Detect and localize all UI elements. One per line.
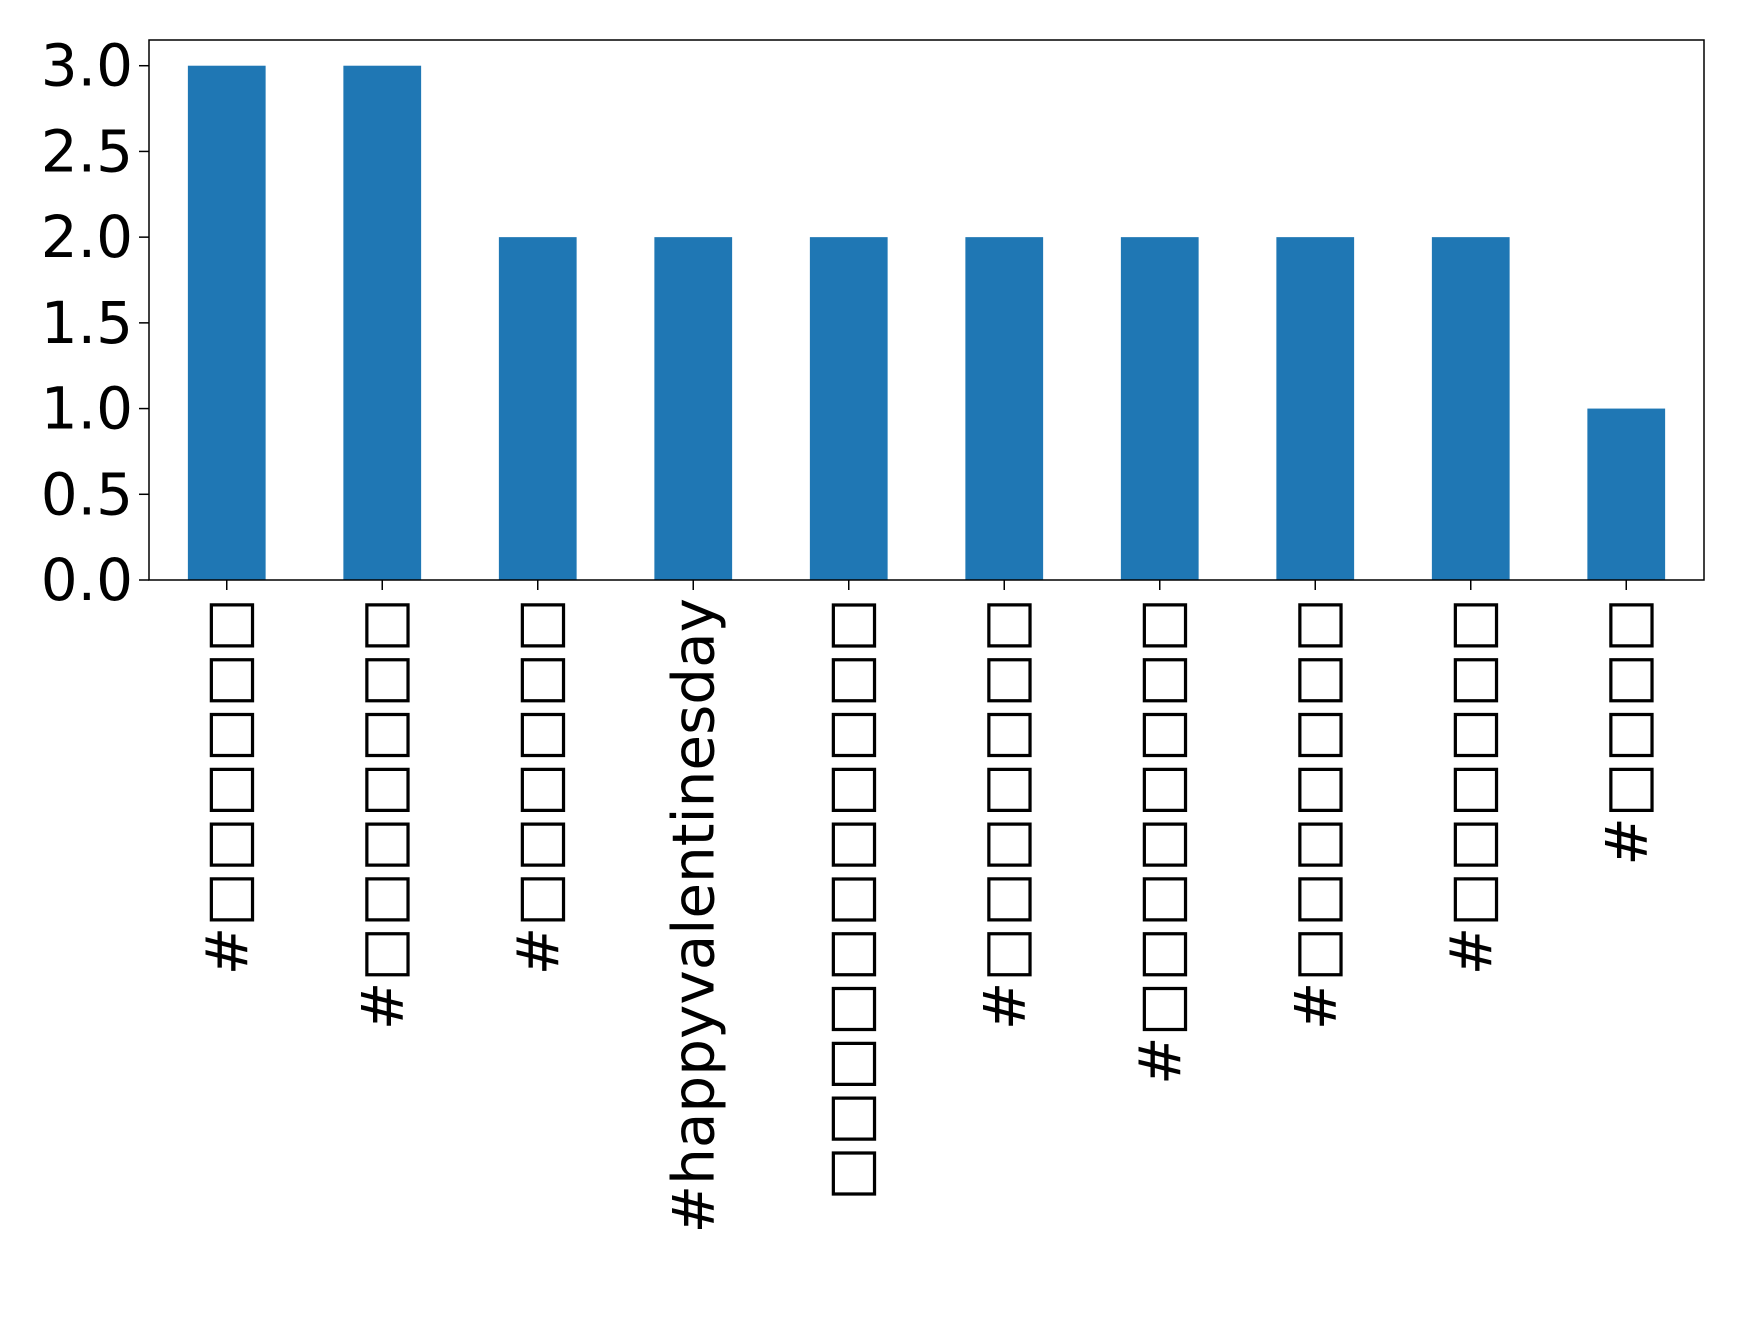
y-tick-label: 0.5 xyxy=(41,460,133,528)
x-tick-label: #□□□□□□□ xyxy=(970,598,1038,1030)
y-tick-label: 1.0 xyxy=(41,375,133,443)
y-tick-label: 2.0 xyxy=(41,203,133,271)
bar-10 xyxy=(1587,408,1666,580)
x-tick-label: #□□□□ xyxy=(1592,598,1660,866)
y-tick-label: 1.5 xyxy=(41,289,133,357)
bar-8 xyxy=(1276,237,1355,580)
x-tick-label: #□□□□□□ xyxy=(1437,598,1505,975)
bar-4 xyxy=(654,237,733,580)
x-tick-label: #□□□□□□□ xyxy=(1281,598,1349,1030)
bar-1 xyxy=(187,65,266,580)
y-tick-label: 0.0 xyxy=(41,546,133,614)
x-tick-label: #□□□□□□ xyxy=(504,598,572,975)
plot-frame xyxy=(148,39,1705,581)
bar-2 xyxy=(343,65,422,580)
x-tick-label: #□□□□□□□ xyxy=(348,598,416,1030)
x-tick-label: #□□□□□□□□ xyxy=(1126,598,1194,1085)
y-tick-label: 2.5 xyxy=(41,117,133,185)
bars-group xyxy=(187,65,1666,580)
bar-3 xyxy=(498,237,577,580)
y-axis: 0.0 0.5 1.0 1.5 2.0 2.5 3.0 xyxy=(41,32,149,614)
y-tick-label: 3.0 xyxy=(41,32,133,100)
x-tick-label: #happyvalentinesday xyxy=(659,598,727,1233)
bar-7 xyxy=(1120,237,1199,580)
bar-5 xyxy=(809,237,888,580)
x-tick-label: #□□□□□□ xyxy=(193,598,261,975)
x-tick-label: □□□□□□□□□□□ xyxy=(815,598,883,1201)
bar-6 xyxy=(965,237,1044,580)
bar-9 xyxy=(1431,237,1510,580)
x-axis: #□□□□□□ #□□□□□□□ #□□□□□□ #happyvalentinesda… xyxy=(193,580,1660,1233)
